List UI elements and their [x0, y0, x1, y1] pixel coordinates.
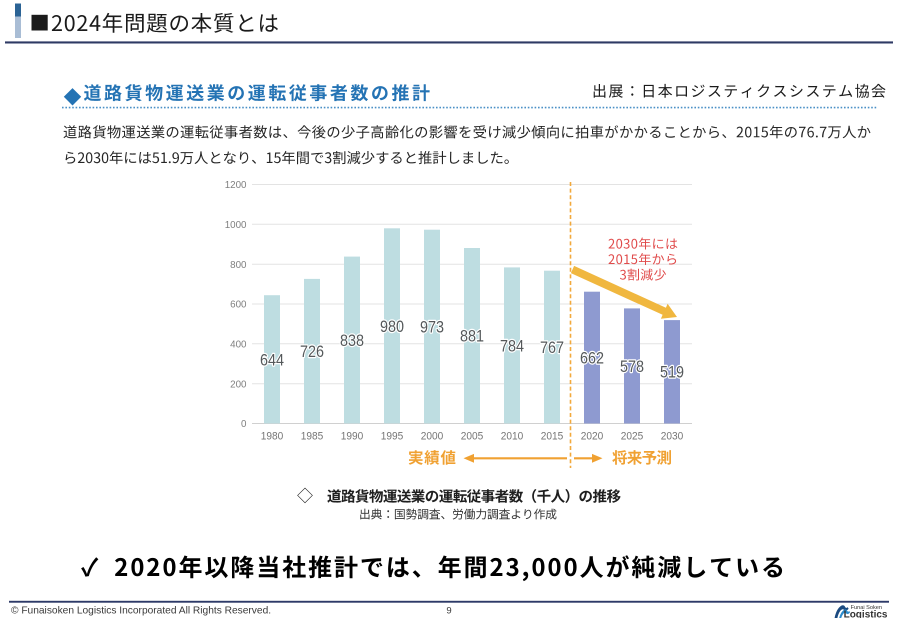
- svg-text:726: 726: [300, 343, 324, 361]
- svg-text:Logistics: Logistics: [844, 609, 888, 618]
- svg-text:2020: 2020: [581, 431, 604, 443]
- svg-text:800: 800: [230, 260, 247, 271]
- svg-text:2015: 2015: [541, 431, 564, 443]
- svg-text:2005: 2005: [461, 431, 484, 443]
- svg-text:400: 400: [230, 339, 247, 350]
- svg-text:881: 881: [460, 328, 484, 346]
- svg-text:2025: 2025: [621, 431, 644, 443]
- svg-text:980: 980: [380, 318, 404, 336]
- svg-text:1985: 1985: [301, 431, 324, 443]
- svg-text:1200: 1200: [225, 180, 247, 191]
- svg-text:973: 973: [420, 319, 444, 337]
- svg-text:200: 200: [230, 379, 247, 390]
- svg-text:578: 578: [620, 358, 644, 376]
- svg-text:2000: 2000: [421, 431, 444, 443]
- svg-text:Funai Soken: Funai Soken: [851, 605, 882, 611]
- svg-text:662: 662: [580, 350, 604, 368]
- svg-text:1995: 1995: [381, 431, 404, 443]
- svg-text:9: 9: [446, 606, 451, 617]
- svg-text:2010: 2010: [501, 431, 524, 443]
- svg-text:838: 838: [340, 332, 364, 350]
- svg-text:0: 0: [241, 419, 247, 430]
- svg-text:© Funaisoken Logistics Incorpo: © Funaisoken Logistics Incorporated All …: [11, 606, 271, 617]
- svg-text:1980: 1980: [261, 431, 284, 443]
- svg-text:1000: 1000: [225, 220, 247, 231]
- svg-text:2030: 2030: [661, 431, 684, 443]
- svg-text:644: 644: [260, 351, 284, 369]
- svg-text:600: 600: [230, 300, 247, 311]
- svg-text:767: 767: [540, 339, 564, 357]
- svg-text:1990: 1990: [341, 431, 364, 443]
- svg-text:519: 519: [660, 364, 684, 382]
- svg-text:784: 784: [500, 337, 524, 355]
